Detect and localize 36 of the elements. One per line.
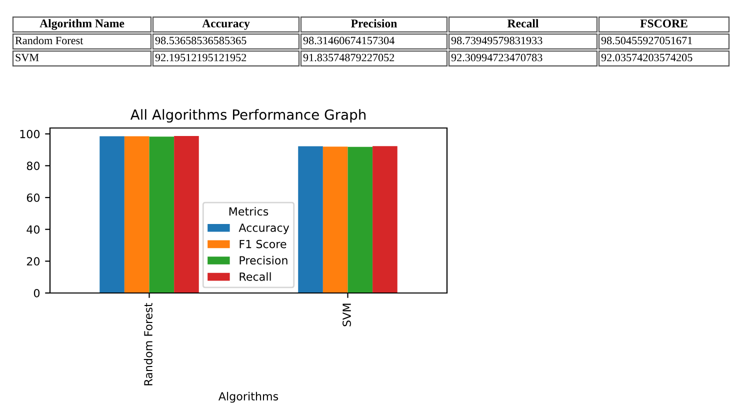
legend-label: F1 Score bbox=[240, 240, 286, 248]
data-label: 92.30994723470783 bbox=[451, 54, 542, 62]
data-label: 92.03574203574205 bbox=[601, 54, 692, 62]
x-tick-label: FSCORE bbox=[640, 20, 688, 28]
bar bbox=[149, 136, 174, 293]
x-tick-label: Accuracy bbox=[202, 20, 250, 30]
bar bbox=[174, 136, 199, 293]
bar bbox=[348, 146, 373, 293]
x-tick-label: Precision bbox=[351, 19, 397, 28]
data-label: 98.53658536585365 bbox=[155, 36, 246, 44]
chart-title: All Algorithms Performance Graph bbox=[130, 109, 366, 123]
y-tick-label: 20 bbox=[26, 257, 40, 266]
y-tick-label: 100 bbox=[20, 130, 40, 138]
y-axis-title: Algorithm Name bbox=[40, 19, 124, 30]
bar bbox=[124, 136, 150, 293]
legend-title: Metrics bbox=[229, 207, 268, 216]
data-label: 92.19512195121952 bbox=[155, 54, 246, 62]
data-label: 91.83574879227052 bbox=[303, 54, 394, 62]
data-label: 98.73949579831933 bbox=[451, 36, 542, 44]
y-tick-label: 80 bbox=[26, 162, 40, 170]
legend-label: Recall bbox=[240, 272, 271, 281]
bar bbox=[322, 146, 348, 293]
legend-label: Precision bbox=[240, 256, 288, 265]
legend-label: Accuracy bbox=[238, 224, 290, 234]
y-tick-label: Random Forest bbox=[15, 36, 84, 44]
y-tick-label: 40 bbox=[26, 225, 40, 234]
bar bbox=[100, 136, 124, 293]
data-label: 98.31460674157304 bbox=[303, 36, 394, 44]
bar bbox=[372, 146, 398, 293]
y-tick-label: 60 bbox=[26, 194, 40, 202]
y-tick-label: SVM bbox=[16, 54, 39, 62]
bar bbox=[298, 146, 323, 293]
y-tick-label: 0 bbox=[34, 288, 40, 298]
x-axis-title: Algorithms bbox=[218, 392, 278, 403]
data-label: 98.50455927051671 bbox=[601, 36, 692, 44]
x-tick-label: Recall bbox=[507, 19, 539, 28]
